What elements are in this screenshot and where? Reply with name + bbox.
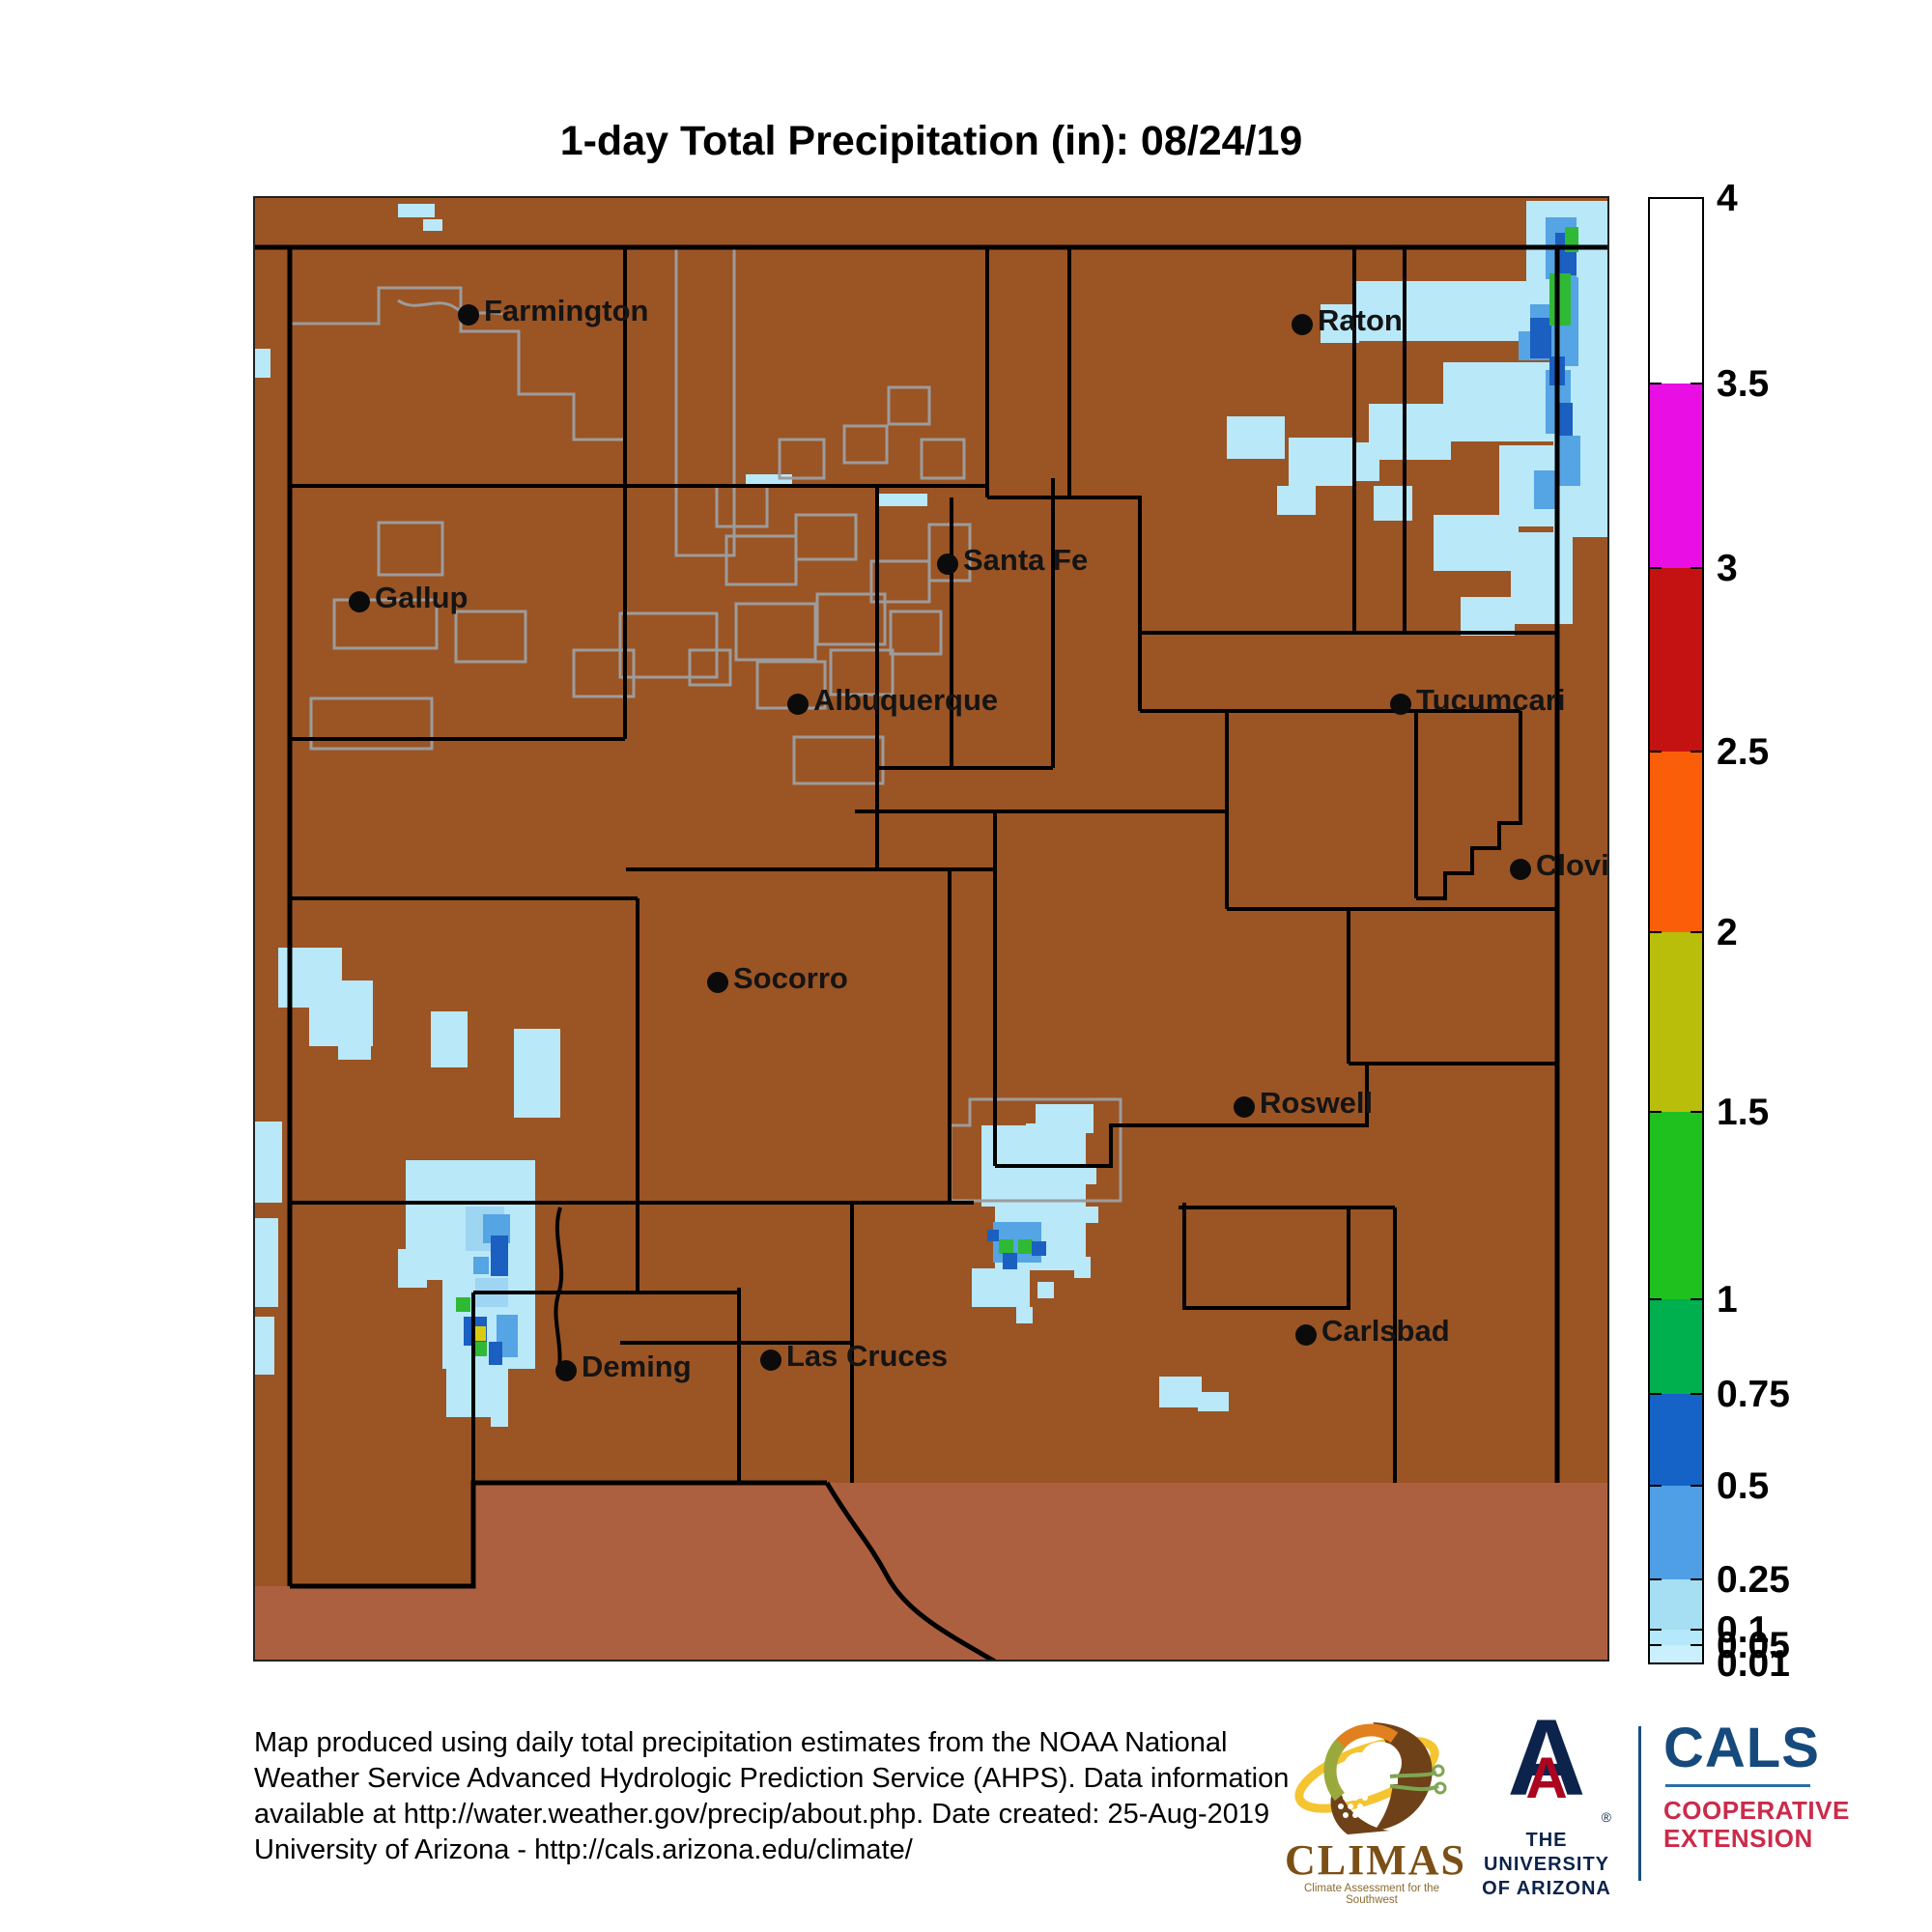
- city-label: Roswell: [1260, 1086, 1373, 1120]
- scale-label: 2.5: [1717, 731, 1769, 773]
- scale-ticks: [1649, 197, 1703, 1664]
- city-label: Clovis: [1536, 848, 1609, 882]
- logo-row: CLIMAS Climate Assessment for the Southw…: [1285, 1697, 1850, 1927]
- city-marker: Socorro: [707, 961, 848, 995]
- cals-logo: CALS COOPERATIVE EXTENSION: [1663, 1717, 1850, 1853]
- scale-label: 0.75: [1717, 1374, 1790, 1415]
- scale-label: 1.5: [1717, 1092, 1769, 1133]
- caption-line: available at http://water.weather.gov/pr…: [254, 1799, 1270, 1830]
- university-name-line2: OF ARIZONA: [1482, 1878, 1611, 1899]
- city-dot: [760, 1350, 781, 1371]
- city-dot: [458, 304, 479, 326]
- city-dot: [707, 972, 728, 993]
- precipitation-map: Farmington Raton Gallup Santa Fe Albuquerque…: [253, 196, 1609, 1662]
- scale-label: 1: [1717, 1279, 1738, 1321]
- city-label: Carlsbad: [1321, 1314, 1450, 1348]
- city-dot: [1234, 1096, 1255, 1118]
- city-label: Gallup: [375, 581, 468, 614]
- registered-mark: ®: [1601, 1809, 1611, 1825]
- cals-wordmark: CALS: [1663, 1717, 1820, 1779]
- city-dot: [1292, 314, 1313, 335]
- scale-label: 2: [1717, 912, 1738, 953]
- caption-line: Map produced using daily total precipita…: [254, 1727, 1228, 1758]
- city-marker: Albuquerque: [787, 683, 998, 717]
- city-marker: Deming: [555, 1350, 692, 1383]
- city-label: Las Cruces: [786, 1339, 948, 1373]
- city-dot: [1510, 859, 1531, 880]
- city-label: Albuquerque: [813, 683, 998, 717]
- color-scale-legend: 4 3.5 3 2.5 2 1.5 1 0.75 0.5 0.25 0.10.050.01: [1648, 184, 1790, 1685]
- city-dot: [937, 554, 958, 575]
- city-dot: [1390, 694, 1411, 715]
- map-frame: [253, 196, 1609, 1662]
- city-marker: Gallup: [349, 581, 468, 614]
- state-borders: [253, 244, 1609, 1662]
- cals-rule: [1665, 1784, 1810, 1787]
- scale-label: 0.5: [1717, 1465, 1769, 1507]
- city-marker: Raton: [1292, 303, 1403, 337]
- city-markers: Farmington Raton Gallup Santa Fe Albuquerque…: [349, 294, 1609, 1383]
- arizona-a-icon: A A ®: [1507, 1697, 1611, 1826]
- city-marker: Carlsbad: [1295, 1314, 1450, 1348]
- university-of-arizona-logo: A A ® THE UNIVERSITY OF ARIZONA: [1474, 1697, 1619, 1901]
- climas-tagline: Climate Assessment for the Southwest: [1304, 1883, 1439, 1906]
- scale-labels: 4 3.5 3 2.5 2 1.5 1 0.75 0.5 0.25 0.10.050.01: [1717, 184, 1790, 1685]
- scale-segments: [1649, 198, 1703, 1663]
- city-label: Tucumcari: [1416, 683, 1565, 717]
- city-marker: Tucumcari: [1390, 683, 1565, 717]
- caption-line: University of Arizona - http://cals.ariz…: [254, 1834, 913, 1865]
- city-dot: [1295, 1324, 1317, 1346]
- logo-divider: [1638, 1726, 1641, 1881]
- precipitation-cells: [253, 201, 1609, 1427]
- cals-line2: EXTENSION: [1663, 1824, 1813, 1853]
- caption: Map produced using daily total precipita…: [254, 1725, 1289, 1868]
- scale-label: 0.05: [1717, 1625, 1790, 1666]
- city-dot: [349, 591, 370, 612]
- scale-label: 0.1: [1717, 1609, 1769, 1651]
- city-marker: Santa Fe: [937, 543, 1088, 577]
- scale-label: 3: [1717, 548, 1738, 589]
- city-label: Socorro: [733, 961, 848, 995]
- city-marker: Farmington: [458, 294, 649, 327]
- scale-label: 0.25: [1717, 1559, 1790, 1601]
- city-marker: Clovis: [1510, 848, 1609, 882]
- scale-label: 3.5: [1717, 363, 1769, 405]
- cals-line1: COOPERATIVE: [1663, 1796, 1850, 1825]
- page-title: 1-day Total Precipitation (in): 08/24/19: [559, 118, 1303, 164]
- city-label: Raton: [1318, 303, 1403, 337]
- university-name-line1: THE UNIVERSITY: [1483, 1830, 1610, 1875]
- city-dot: [555, 1360, 577, 1381]
- climas-wordmark: CLIMAS: [1285, 1836, 1467, 1884]
- climas-emblem-icon: [1294, 1722, 1447, 1834]
- city-label: Santa Fe: [963, 543, 1088, 577]
- tribal-boundaries: [290, 247, 1122, 1203]
- caption-line: Weather Service Advanced Hydrologic Pred…: [254, 1763, 1290, 1794]
- city-label: Deming: [582, 1350, 692, 1383]
- scale-label: 0.01: [1717, 1643, 1790, 1685]
- climas-logo: CLIMAS Climate Assessment for the Southw…: [1285, 1715, 1467, 1906]
- city-marker: Roswell: [1234, 1086, 1373, 1120]
- scale-label: 4: [1717, 184, 1738, 219]
- city-marker: Las Cruces: [760, 1339, 948, 1373]
- city-dot: [787, 694, 809, 715]
- city-label: Farmington: [484, 294, 649, 327]
- county-borders: [290, 247, 1557, 1483]
